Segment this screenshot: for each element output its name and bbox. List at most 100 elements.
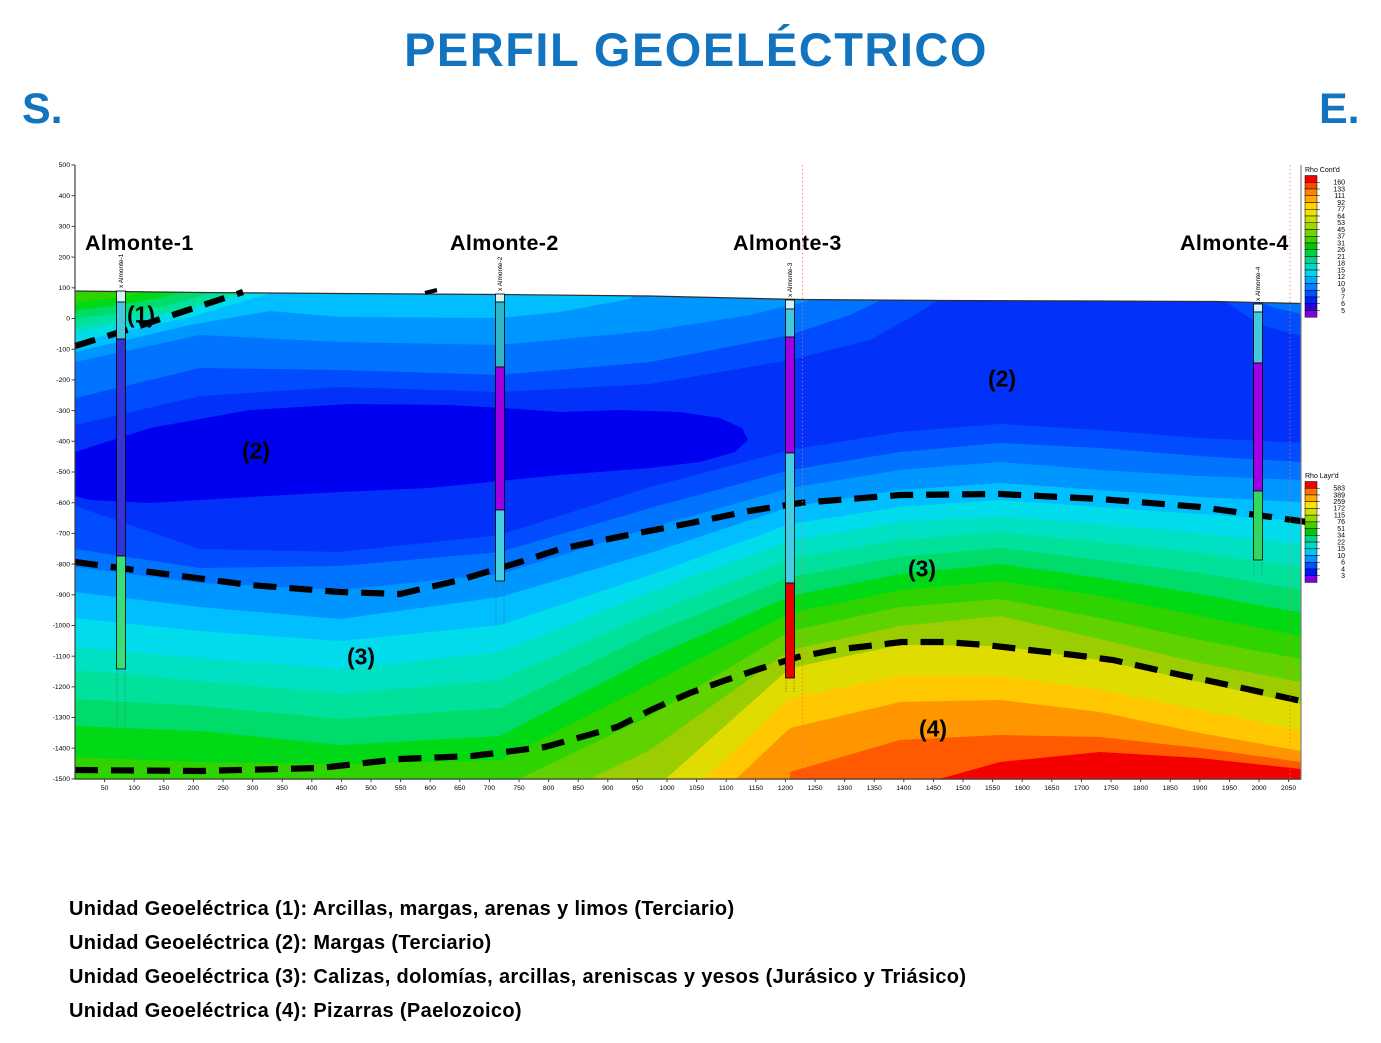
svg-text:300: 300 <box>247 785 259 792</box>
svg-text:-1300: -1300 <box>53 715 71 722</box>
svg-text:583: 583 <box>1333 486 1345 493</box>
svg-text:1550: 1550 <box>985 785 1000 792</box>
svg-text:9: 9 <box>1341 288 1345 295</box>
svg-text:1000: 1000 <box>659 785 674 792</box>
svg-text:1400: 1400 <box>896 785 911 792</box>
svg-text:37: 37 <box>1337 234 1345 241</box>
svg-text:5: 5 <box>1341 308 1345 315</box>
svg-text:0: 0 <box>66 316 70 323</box>
svg-text:1650: 1650 <box>1044 785 1059 792</box>
svg-text:550: 550 <box>395 785 407 792</box>
svg-text:3: 3 <box>1341 573 1345 580</box>
svg-text:-1100: -1100 <box>53 653 70 660</box>
svg-text:1700: 1700 <box>1074 785 1089 792</box>
svg-text:45: 45 <box>1337 227 1345 234</box>
svg-text:(2): (2) <box>988 366 1016 392</box>
svg-text:1150: 1150 <box>748 785 763 792</box>
svg-text:1050: 1050 <box>689 785 704 792</box>
svg-text:300: 300 <box>59 224 71 231</box>
svg-text:18: 18 <box>1337 261 1345 268</box>
svg-text:4: 4 <box>1341 566 1345 573</box>
svg-text:15: 15 <box>1337 546 1345 553</box>
svg-text:100: 100 <box>59 285 71 292</box>
svg-text:10: 10 <box>1337 553 1345 560</box>
svg-text:51: 51 <box>1337 526 1345 533</box>
svg-text:600: 600 <box>425 785 437 792</box>
svg-text:1850: 1850 <box>1163 785 1178 792</box>
svg-text:-900: -900 <box>56 592 70 599</box>
svg-text:-1400: -1400 <box>53 745 71 752</box>
svg-text:172: 172 <box>1333 506 1345 513</box>
svg-text:2000: 2000 <box>1251 785 1266 792</box>
svg-text:450: 450 <box>336 785 348 792</box>
svg-text:50: 50 <box>101 785 109 792</box>
svg-text:Almonte-3: Almonte-3 <box>733 231 842 255</box>
svg-text:-400: -400 <box>56 439 70 446</box>
svg-text:7: 7 <box>1341 294 1345 301</box>
svg-text:Rho Layr'd: Rho Layr'd <box>1305 473 1339 480</box>
svg-text:259: 259 <box>1333 499 1345 506</box>
svg-text:900: 900 <box>602 785 614 792</box>
svg-text:-600: -600 <box>56 500 70 507</box>
svg-text:1200: 1200 <box>778 785 793 792</box>
svg-text:x Almonte-4: x Almonte-4 <box>1255 266 1262 301</box>
svg-text:Almonte-1: Almonte-1 <box>85 231 194 255</box>
svg-text:850: 850 <box>573 785 585 792</box>
svg-text:26: 26 <box>1337 247 1345 254</box>
svg-text:21: 21 <box>1337 254 1345 261</box>
svg-text:-200: -200 <box>56 377 70 384</box>
svg-text:-100: -100 <box>56 346 70 353</box>
svg-text:2050: 2050 <box>1281 785 1296 792</box>
svg-text:133: 133 <box>1333 186 1345 193</box>
svg-text:111: 111 <box>1334 193 1345 200</box>
svg-text:700: 700 <box>484 785 496 792</box>
svg-text:Unidad Geoeléctrica (4): Pizar: Unidad Geoeléctrica (4): Pizarras (Paelo… <box>69 1000 522 1022</box>
svg-text:200: 200 <box>188 785 200 792</box>
svg-text:-1200: -1200 <box>53 684 71 691</box>
svg-text:1800: 1800 <box>1133 785 1148 792</box>
svg-text:1450: 1450 <box>926 785 941 792</box>
svg-text:1350: 1350 <box>867 785 882 792</box>
svg-text:Rho Cont'd: Rho Cont'd <box>1305 167 1340 174</box>
svg-text:(1): (1) <box>127 302 155 328</box>
svg-text:15: 15 <box>1337 267 1345 274</box>
svg-text:34: 34 <box>1337 533 1345 540</box>
svg-text:10: 10 <box>1337 281 1345 288</box>
svg-text:Almonte-2: Almonte-2 <box>450 231 559 255</box>
svg-text:500: 500 <box>365 785 377 792</box>
svg-text:53: 53 <box>1337 220 1345 227</box>
svg-text:(4): (4) <box>919 716 947 742</box>
svg-text:400: 400 <box>306 785 318 792</box>
svg-text:-800: -800 <box>56 561 70 568</box>
svg-text:100: 100 <box>129 785 141 792</box>
svg-text:1750: 1750 <box>1103 785 1118 792</box>
svg-text:1250: 1250 <box>807 785 822 792</box>
svg-text:77: 77 <box>1337 207 1345 214</box>
svg-text:S.: S. <box>22 85 63 133</box>
svg-text:22: 22 <box>1337 539 1345 546</box>
svg-text:x Almonte-1: x Almonte-1 <box>118 253 125 288</box>
svg-text:500: 500 <box>59 162 71 169</box>
svg-text:x Almonte-3: x Almonte-3 <box>787 262 794 297</box>
svg-text:(2): (2) <box>242 438 270 464</box>
svg-text:950: 950 <box>632 785 644 792</box>
svg-text:750: 750 <box>513 785 525 792</box>
svg-text:1100: 1100 <box>719 785 734 792</box>
svg-text:Unidad Geoeléctrica (1): Arcil: Unidad Geoeléctrica (1): Arcillas, marga… <box>69 898 735 920</box>
svg-text:12: 12 <box>1337 274 1345 281</box>
svg-text:64: 64 <box>1337 213 1345 220</box>
svg-text:-500: -500 <box>56 469 70 476</box>
svg-text:(3): (3) <box>347 644 375 670</box>
svg-text:Almonte-4: Almonte-4 <box>1180 231 1289 255</box>
svg-text:92: 92 <box>1337 200 1345 207</box>
svg-text:31: 31 <box>1337 240 1345 247</box>
svg-text:-1000: -1000 <box>53 623 71 630</box>
svg-text:1300: 1300 <box>837 785 852 792</box>
svg-text:PERFIL GEOELÉCTRICO: PERFIL GEOELÉCTRICO <box>404 23 988 76</box>
svg-text:-700: -700 <box>56 531 70 538</box>
svg-text:Unidad Geoeléctrica (2): Marga: Unidad Geoeléctrica (2): Margas (Terciar… <box>69 932 492 954</box>
svg-text:1600: 1600 <box>1015 785 1030 792</box>
svg-text:800: 800 <box>543 785 555 792</box>
svg-text:-300: -300 <box>56 408 70 415</box>
svg-text:6: 6 <box>1341 301 1345 308</box>
